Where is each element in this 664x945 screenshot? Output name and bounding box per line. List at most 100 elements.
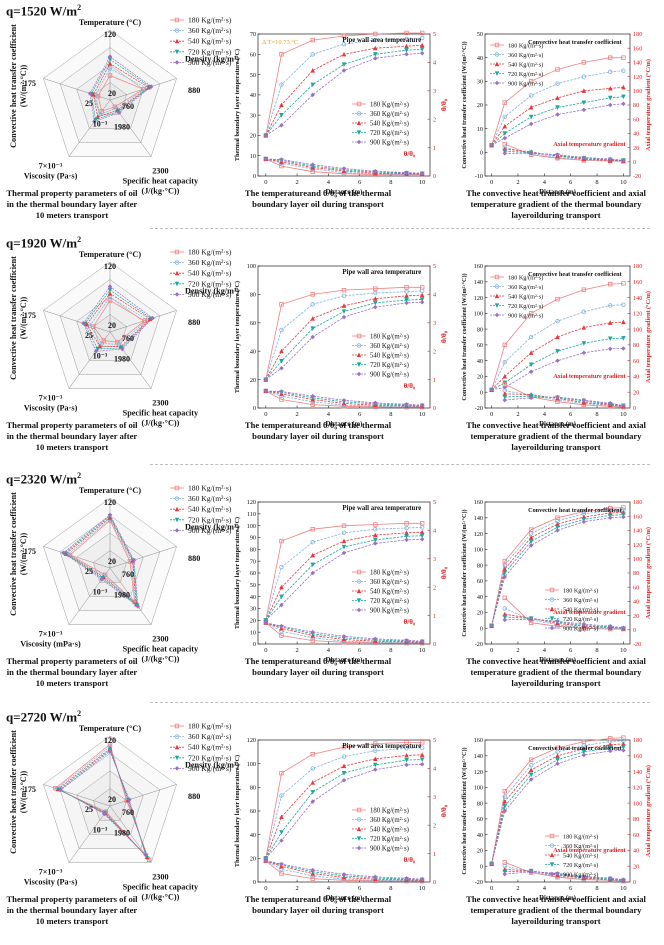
legend-label: 180 Kg/(m²·s) (188, 248, 232, 257)
x-tick-label: 2 (516, 885, 519, 892)
radar-max-label: 880 (188, 554, 200, 563)
radar-spoke (43, 784, 111, 807)
legend-label: 540 Kg/(m²·s) (188, 37, 232, 46)
temperature-line-point (341, 530, 347, 535)
figure-caption: The convective heat transfer coefficient… (466, 420, 646, 452)
theta-line-point (310, 638, 315, 643)
temperature-line-point (404, 746, 409, 751)
y-tick-label: 20 (250, 856, 256, 863)
x-tick-label: 10 (419, 179, 426, 186)
htc-line-point (528, 121, 534, 127)
y2-tick-label: 20 (633, 613, 639, 620)
temperature-line-point (404, 48, 409, 53)
x-tick-label: 8 (595, 411, 598, 418)
radar-min-label: 20 (108, 321, 116, 330)
gradient-title: Axial temperature gradient (553, 847, 626, 854)
htc-line-point (621, 735, 626, 740)
figure-caption: Thermal property parameters of oil in th… (6, 894, 138, 926)
legend-label: 360 Kg/(m²·s) (370, 111, 409, 118)
y2-tick-label: 20 (633, 863, 639, 870)
heat-flux-label: q=2320 W/m2 (6, 471, 82, 487)
temperature-line-point (373, 522, 378, 527)
htc-line-point (502, 804, 508, 809)
legend-marker (356, 607, 362, 613)
temperature-line-point (404, 297, 409, 303)
x-tick-label: 2 (295, 411, 298, 418)
radar-point (102, 811, 107, 817)
gradient-line-point (608, 401, 613, 406)
y-axis-label: Thermal boundary layer temperature (°C) (234, 49, 241, 161)
heat-flux-label: q=1920 W/m2 (6, 235, 82, 251)
temperature-line-point (404, 740, 409, 745)
temperature-line-point (310, 540, 315, 545)
legend-marker (356, 845, 362, 851)
temperature-line-point (341, 763, 347, 769)
y2-tick-label: 20 (633, 389, 639, 396)
temperature-line-point (404, 762, 409, 768)
axes: 0 2 4 6 8 10 0 10 20 30 40 50 60 70 0 1 2 3 4 5 Distance (m)… (234, 30, 448, 196)
temperature-line-point (310, 92, 315, 98)
htc-line (491, 283, 624, 391)
htc-line-point (528, 767, 534, 773)
temperature-line-point (404, 537, 409, 543)
htc-line-point (528, 104, 534, 110)
htc-line-point (528, 543, 534, 548)
temperature-line-point (310, 302, 315, 307)
temperature-line-point (341, 51, 347, 57)
theta-line-point (279, 389, 284, 394)
legend-marker (174, 528, 180, 533)
radar-chart: Temperature (°C) 120 Density (kg/m³) 880 230… (9, 18, 239, 196)
y-tick-label: 40 (477, 55, 483, 62)
temperature-line-point (279, 584, 284, 590)
y-tick-label: 80 (250, 785, 256, 792)
htc-line-point (528, 757, 534, 762)
delta-label: Δ T=10.73 °C (262, 39, 298, 46)
temperature-line-point (372, 45, 378, 51)
legend-marker (174, 270, 180, 276)
y-tick-label: 80 (477, 562, 483, 569)
htc-line-point (581, 752, 587, 758)
radar-point (120, 346, 125, 352)
legend: 180 Kg/(m²·s)360 Kg/(m²·s) 540 Kg/(m²·s)7… (170, 248, 232, 299)
temperature-line-point (279, 793, 284, 798)
temperature-line-point (419, 35, 425, 41)
gradient-line-point (581, 397, 587, 403)
y-tick-label: 110 (247, 511, 256, 518)
temperature-line-point (310, 552, 316, 558)
temperature-line-point (341, 309, 347, 314)
theta-line-point (310, 162, 315, 167)
gradient-line-point (621, 625, 626, 630)
htc-line-point (555, 296, 560, 302)
y-tick-label: 100 (247, 761, 256, 768)
gradient-line-point (502, 151, 507, 156)
htc-line-point (608, 736, 613, 741)
htc-line-point (502, 123, 508, 129)
legend-marker (549, 843, 555, 848)
radar-axis-title: Viscosity (Pa·s) (24, 404, 78, 413)
x-axis-label: Distance (m) (539, 189, 576, 196)
x-tick-label: 6 (358, 647, 362, 654)
temperature-line (265, 37, 423, 136)
x-tick-label: 0 (490, 411, 493, 418)
legend-label: 720 Kg/(m²·s) (188, 47, 232, 56)
temperature-line-point (419, 537, 425, 542)
radar-chart: Temperature (°C) 120 Density (kg/m³) 880 230… (9, 486, 239, 664)
radar-min-label: 10⁻³ (93, 120, 108, 129)
radar-axis-title: Density (kg/m³) (185, 287, 239, 296)
temperature-line-point (404, 36, 409, 42)
y-tick-label: 120 (474, 295, 483, 302)
y-tick-label: 70 (250, 31, 256, 38)
y2-axis-label: θ/θ₀ (439, 98, 448, 111)
y2-tick-label: 0 (433, 641, 436, 648)
temperature-line-point (279, 538, 284, 544)
legend-marker (549, 597, 555, 602)
radar-spoke (68, 331, 111, 389)
theta-line-point (419, 170, 425, 176)
y-tick-label: 0 (253, 641, 256, 648)
x-tick-label: 10 (620, 647, 627, 654)
y-tick-label: -20 (475, 405, 483, 412)
legend-marker (494, 52, 500, 57)
x-tick-label: 2 (295, 647, 298, 654)
htc-line-point (555, 515, 560, 520)
